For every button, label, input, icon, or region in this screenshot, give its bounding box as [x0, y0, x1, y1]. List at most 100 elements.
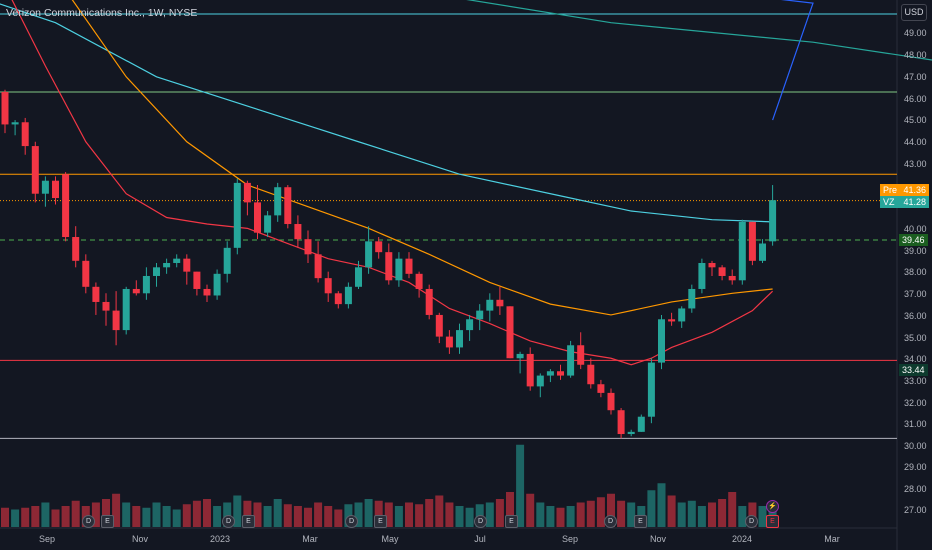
candle-body [193, 271, 201, 289]
time-tick: Jul [474, 534, 486, 544]
volume-bar [445, 502, 454, 527]
currency-button[interactable]: USD [901, 4, 927, 21]
price-tick: 35.00 [904, 333, 927, 343]
price-tick: 44.00 [904, 137, 927, 147]
volume-bar [182, 504, 191, 527]
candle-body [708, 262, 716, 268]
dividend-marker[interactable]: D [345, 515, 358, 528]
candle-body [142, 275, 150, 294]
candle-body [254, 202, 261, 233]
candle-body [334, 293, 342, 305]
volume-bar [526, 493, 535, 527]
candle-body [1, 91, 9, 125]
candle-body [365, 241, 373, 268]
candle-body [163, 262, 171, 268]
candle-body [21, 122, 29, 147]
volume-bar [122, 502, 131, 527]
time-tick: 2024 [731, 534, 753, 544]
volume-bar [324, 506, 333, 527]
dividend-marker[interactable]: D [82, 515, 95, 528]
volume-bar [1, 507, 9, 527]
volume-bar [556, 507, 565, 527]
volume-bar [41, 502, 50, 527]
dividend-marker[interactable]: D [474, 515, 487, 528]
volume-bar [102, 499, 110, 527]
candle-body [597, 384, 605, 393]
moving-average-line [71, 0, 773, 316]
price-tick: 48.00 [904, 50, 927, 60]
candle-body [183, 258, 191, 272]
volume-bar [677, 502, 686, 527]
volume-bar [415, 504, 424, 527]
volume-bar [657, 483, 666, 527]
candle-body [728, 275, 736, 281]
candle-body [637, 416, 645, 432]
price-tick: 45.00 [904, 115, 927, 125]
dividend-marker[interactable]: D [222, 515, 235, 528]
price-tick: 34.00 [904, 354, 927, 364]
volume-bar [465, 507, 474, 527]
volume-bar [283, 504, 292, 527]
moving-average-line [466, 0, 932, 61]
candle-body [486, 299, 494, 311]
volume-bar [384, 502, 393, 527]
volume-bar [253, 502, 262, 527]
candle-body [748, 221, 756, 261]
volume-bar [708, 502, 716, 527]
candle-body [274, 187, 282, 216]
volume-bar [586, 500, 595, 527]
volume-bar [61, 506, 70, 527]
earnings-marker[interactable]: E [634, 515, 647, 528]
earnings-marker[interactable]: E [505, 515, 518, 528]
volume-bar [213, 506, 222, 527]
volume-bar [718, 499, 727, 527]
volume-bar [566, 506, 575, 527]
earnings-marker[interactable]: E [101, 515, 114, 528]
volume-bar [223, 502, 232, 527]
moving-average-line [0, 3, 773, 223]
dividend-marker[interactable]: D [745, 515, 758, 528]
candle-body [557, 371, 564, 376]
price-tick: 37.00 [904, 289, 927, 299]
candle-body [223, 247, 231, 274]
volume-bar [314, 502, 323, 527]
price-tick: 39.00 [904, 246, 927, 256]
candle-body [102, 301, 110, 311]
candle-body [355, 267, 362, 287]
volume-bar [728, 492, 737, 527]
candle-body [769, 200, 777, 242]
news-flash-icon[interactable]: ⚡ [766, 500, 779, 513]
volume-bar [546, 506, 555, 527]
volume-bar [687, 500, 696, 527]
vz-value: 41.28 [903, 197, 926, 207]
volume-bar [374, 500, 383, 527]
candle-body [738, 221, 746, 281]
price-tick: 40.00 [904, 224, 927, 234]
candle-body [698, 262, 706, 289]
candle-body [385, 252, 393, 281]
pre-label: Pre [883, 185, 898, 195]
candle-body [264, 215, 272, 233]
earnings-marker[interactable]: E [242, 515, 255, 528]
candle-body [456, 330, 463, 348]
dividend-marker[interactable]: D [604, 515, 617, 528]
volume-bar [455, 506, 464, 527]
candle-body [11, 122, 19, 125]
candle-body [375, 241, 383, 253]
volume-bar [697, 506, 706, 527]
candle-body [31, 146, 39, 194]
candle-body [678, 308, 686, 322]
vz-label: VZ [883, 197, 895, 207]
price-tick: 30.00 [904, 441, 927, 451]
candle-body [607, 392, 615, 411]
price-tick: 29.00 [904, 462, 927, 472]
candle-body [324, 278, 332, 294]
volume-bar [748, 502, 757, 527]
earnings-marker[interactable]: E [374, 515, 387, 528]
volume-bar [233, 495, 242, 527]
earnings-marker-upcoming[interactable]: E [766, 515, 779, 528]
volume-bar [243, 500, 252, 527]
candle-body [617, 410, 625, 435]
time-tick: Sep [38, 534, 56, 544]
